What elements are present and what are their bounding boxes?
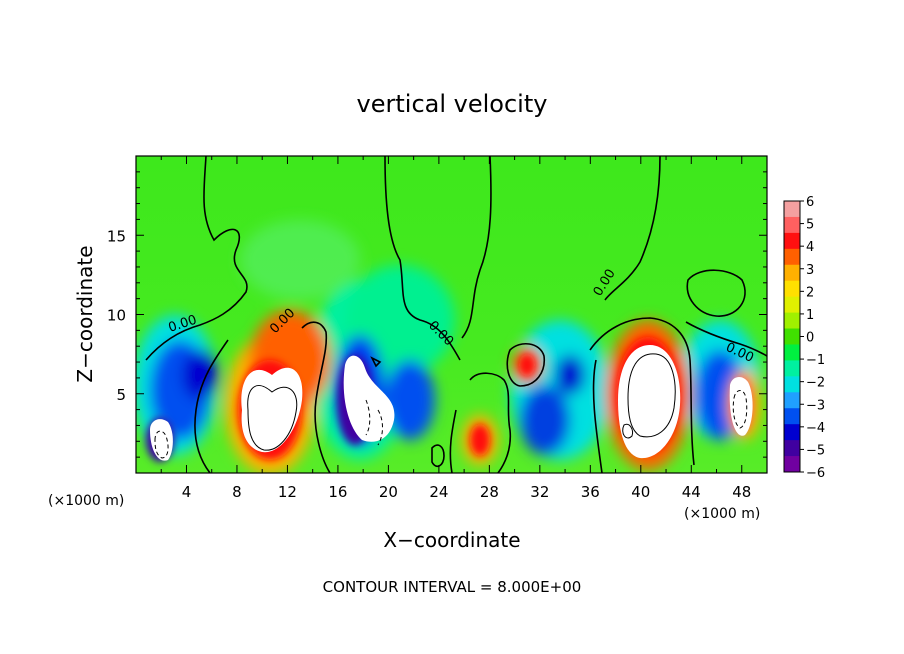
x-tick-label: 40 (631, 483, 650, 501)
x-tick-label: 4 (182, 483, 192, 501)
x-unit-left: (×1000 m) (48, 493, 124, 509)
colorbar-tick-label: 2 (806, 285, 814, 300)
x-tick-label: 8 (232, 483, 242, 501)
y-axis-label: Z−coordinate (73, 245, 97, 382)
x-tick-label: 12 (278, 483, 297, 501)
x-axis-label: X−coordinate (383, 528, 520, 552)
colorbar-swatch (784, 376, 800, 393)
colorbar-swatch (784, 232, 800, 250)
colorbar-tick-label: −3 (806, 398, 825, 413)
colorbar-tick-label: 5 (806, 218, 814, 233)
colorbar-tick-label: 4 (806, 240, 814, 255)
colorbar-swatch (784, 424, 800, 441)
white-core-4 (150, 419, 173, 461)
colorbar-swatch (784, 248, 800, 266)
colorbar-swatch (784, 392, 800, 409)
inner-contours (154, 353, 748, 459)
colorbar-swatch (784, 408, 800, 425)
white-core-1 (241, 367, 303, 453)
x-tick-label: 20 (379, 483, 398, 501)
colorbar-swatch (784, 456, 800, 473)
colorbar: 6 5 4 3 2 1 0 −1 −2 −3 −4 −5 −6 (783, 195, 825, 481)
colorbar-swatch (784, 312, 800, 330)
colorbar-swatch (784, 440, 800, 457)
colorbar-tick-label: −2 (806, 376, 825, 391)
x-tick-label: 28 (480, 483, 499, 501)
colorbar-swatch (784, 216, 800, 234)
x-tick-label: 44 (682, 483, 701, 501)
colorbar-tick-label: −1 (806, 353, 825, 368)
x-tick-label: 32 (530, 483, 549, 501)
colorbar-swatch (784, 344, 800, 361)
colorbar-swatch (784, 264, 800, 282)
x-tick-label: 16 (328, 483, 347, 501)
colorbar-tick-label: 3 (806, 263, 814, 278)
zero-contours (145, 156, 767, 473)
colorbar-swatch (784, 360, 800, 377)
y-tick-label: 5 (116, 386, 126, 404)
plot-area: 0.00 0.00 0.00 0.00 0.00 (136, 156, 767, 473)
colorbar-tick-label: 1 (806, 308, 814, 323)
y-tick-label: 15 (107, 227, 126, 245)
x-unit-right: (×1000 m) (684, 506, 760, 522)
y-tick-label: 10 (107, 307, 126, 325)
colorbar-swatch (784, 280, 800, 298)
colorbar-swatch (784, 296, 800, 314)
contour-interval: CONTOUR INTERVAL = 8.000E+00 (323, 578, 582, 596)
colorbar-tick-label: 0 (806, 331, 814, 346)
chart-title: vertical velocity (357, 90, 548, 118)
colorbar-swatch (784, 201, 800, 218)
colorbar-tick-label: −4 (806, 421, 825, 436)
colorbar-tick-label: 6 (806, 195, 814, 210)
white-core-5 (729, 376, 753, 436)
x-tick-label: 48 (732, 483, 751, 501)
colorbar-tick-label: −5 (806, 443, 825, 458)
x-tick-label: 36 (581, 483, 600, 501)
x-tick-label: 24 (429, 483, 448, 501)
colorbar-swatch (784, 328, 800, 345)
colorbar-tick-label: −6 (806, 466, 825, 481)
